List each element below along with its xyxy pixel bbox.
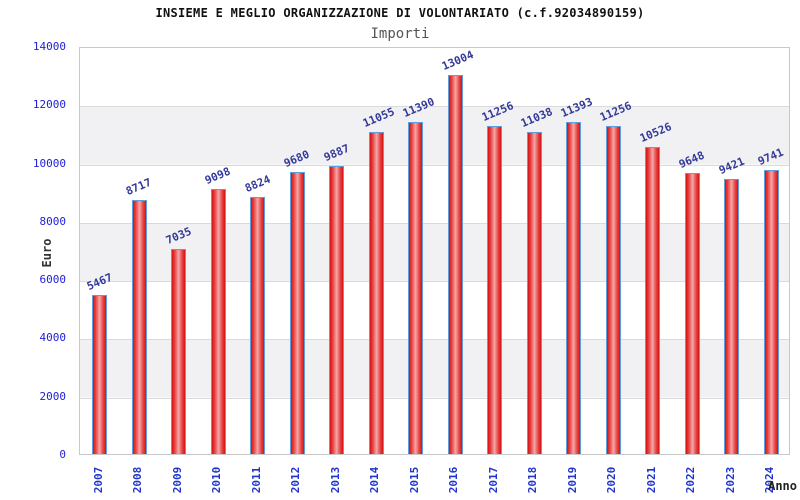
y-tick-label: 2000	[39, 389, 67, 403]
plot-area: 5467 8717 7035 9098 8824 9680 9887 11055 11390 13…	[79, 47, 790, 455]
bar-2016	[447, 75, 463, 454]
x-tick-label: 2010	[210, 466, 224, 494]
x-tick-label: 2016	[447, 466, 461, 494]
y-tick-label: 0	[59, 448, 66, 461]
x-axis-title: Anno	[768, 479, 797, 493]
y-tick-label: 14000	[32, 40, 66, 53]
x-tick-label: 2018	[526, 466, 540, 494]
x-tick-label: 2017	[486, 466, 500, 494]
bar-value-label: 9887	[321, 141, 352, 164]
gridline	[80, 164, 789, 166]
bar-value-label: 11256	[479, 99, 516, 124]
x-tick-label: 2013	[328, 466, 342, 494]
bar-2011	[250, 196, 266, 454]
y-tick-label: 6000	[39, 273, 67, 287]
gridline	[80, 281, 789, 283]
bar-value-label: 11393	[558, 95, 595, 120]
bar-2007	[92, 294, 108, 454]
x-tick-label: 2019	[565, 466, 579, 494]
x-tick-label: 2007	[91, 466, 105, 494]
x-tick-label: 2012	[289, 466, 303, 494]
bar-value-label: 9421	[716, 155, 747, 178]
bar-value-label: 11390	[400, 95, 437, 121]
chart-title: INSIEME E MEGLIO ORGANIZZAZIONE DI VOLON…	[155, 6, 645, 20]
bar-value-label: 11055	[361, 104, 397, 130]
bar-2020	[605, 125, 621, 454]
x-tick-label: 2015	[407, 466, 421, 494]
bar-value-label: 10526	[637, 120, 674, 146]
bar-2022	[684, 172, 700, 454]
x-tick-label: 2021	[644, 466, 658, 494]
y-axis-title: Euro	[40, 238, 54, 268]
bar-2008	[131, 199, 147, 454]
x-tick-label: 2008	[131, 466, 145, 494]
bar-2010	[210, 188, 226, 454]
x-tick-label: 2011	[249, 466, 263, 494]
bar-value-label: 11038	[519, 105, 555, 131]
bar-2013	[329, 165, 345, 454]
bar-2021	[645, 147, 661, 454]
y-tick-label: 10000	[32, 156, 66, 170]
bar-2015	[408, 122, 424, 454]
gridline	[80, 397, 789, 399]
x-tick-label: 2009	[170, 466, 184, 494]
bar-value-label: 8824	[242, 172, 273, 195]
gridline	[80, 339, 789, 341]
bar-2017	[487, 125, 503, 454]
x-tick-label: 2014	[368, 466, 382, 494]
bar-2023	[724, 179, 740, 454]
bar-value-label: 9680	[282, 147, 312, 170]
gridline	[80, 222, 789, 224]
bar-value-label: 11256	[598, 99, 634, 124]
bar-value-label: 5467	[84, 270, 115, 293]
bar-2019	[566, 121, 582, 454]
y-tick-label: 8000	[39, 214, 67, 228]
x-tick-label: 2023	[723, 466, 737, 494]
bar-value-label: 7035	[163, 224, 194, 247]
bar-2014	[368, 131, 384, 454]
x-tick-label: 2022	[684, 466, 698, 494]
x-tick-label: 2020	[605, 466, 619, 494]
bar-value-label: 9098	[203, 164, 233, 187]
bar-2018	[526, 132, 542, 454]
bar-value-label: 8717	[124, 175, 154, 198]
chart-subtitle: Importi	[370, 26, 430, 42]
gridline	[80, 106, 789, 108]
y-tick-label: 12000	[32, 98, 66, 112]
y-tick-label: 4000	[39, 331, 67, 345]
bar-2012	[289, 171, 305, 454]
bar-2009	[171, 248, 187, 454]
bar-2024	[763, 170, 779, 454]
bar-value-label: 13004	[440, 48, 476, 74]
bar-value-label: 9648	[677, 148, 707, 171]
